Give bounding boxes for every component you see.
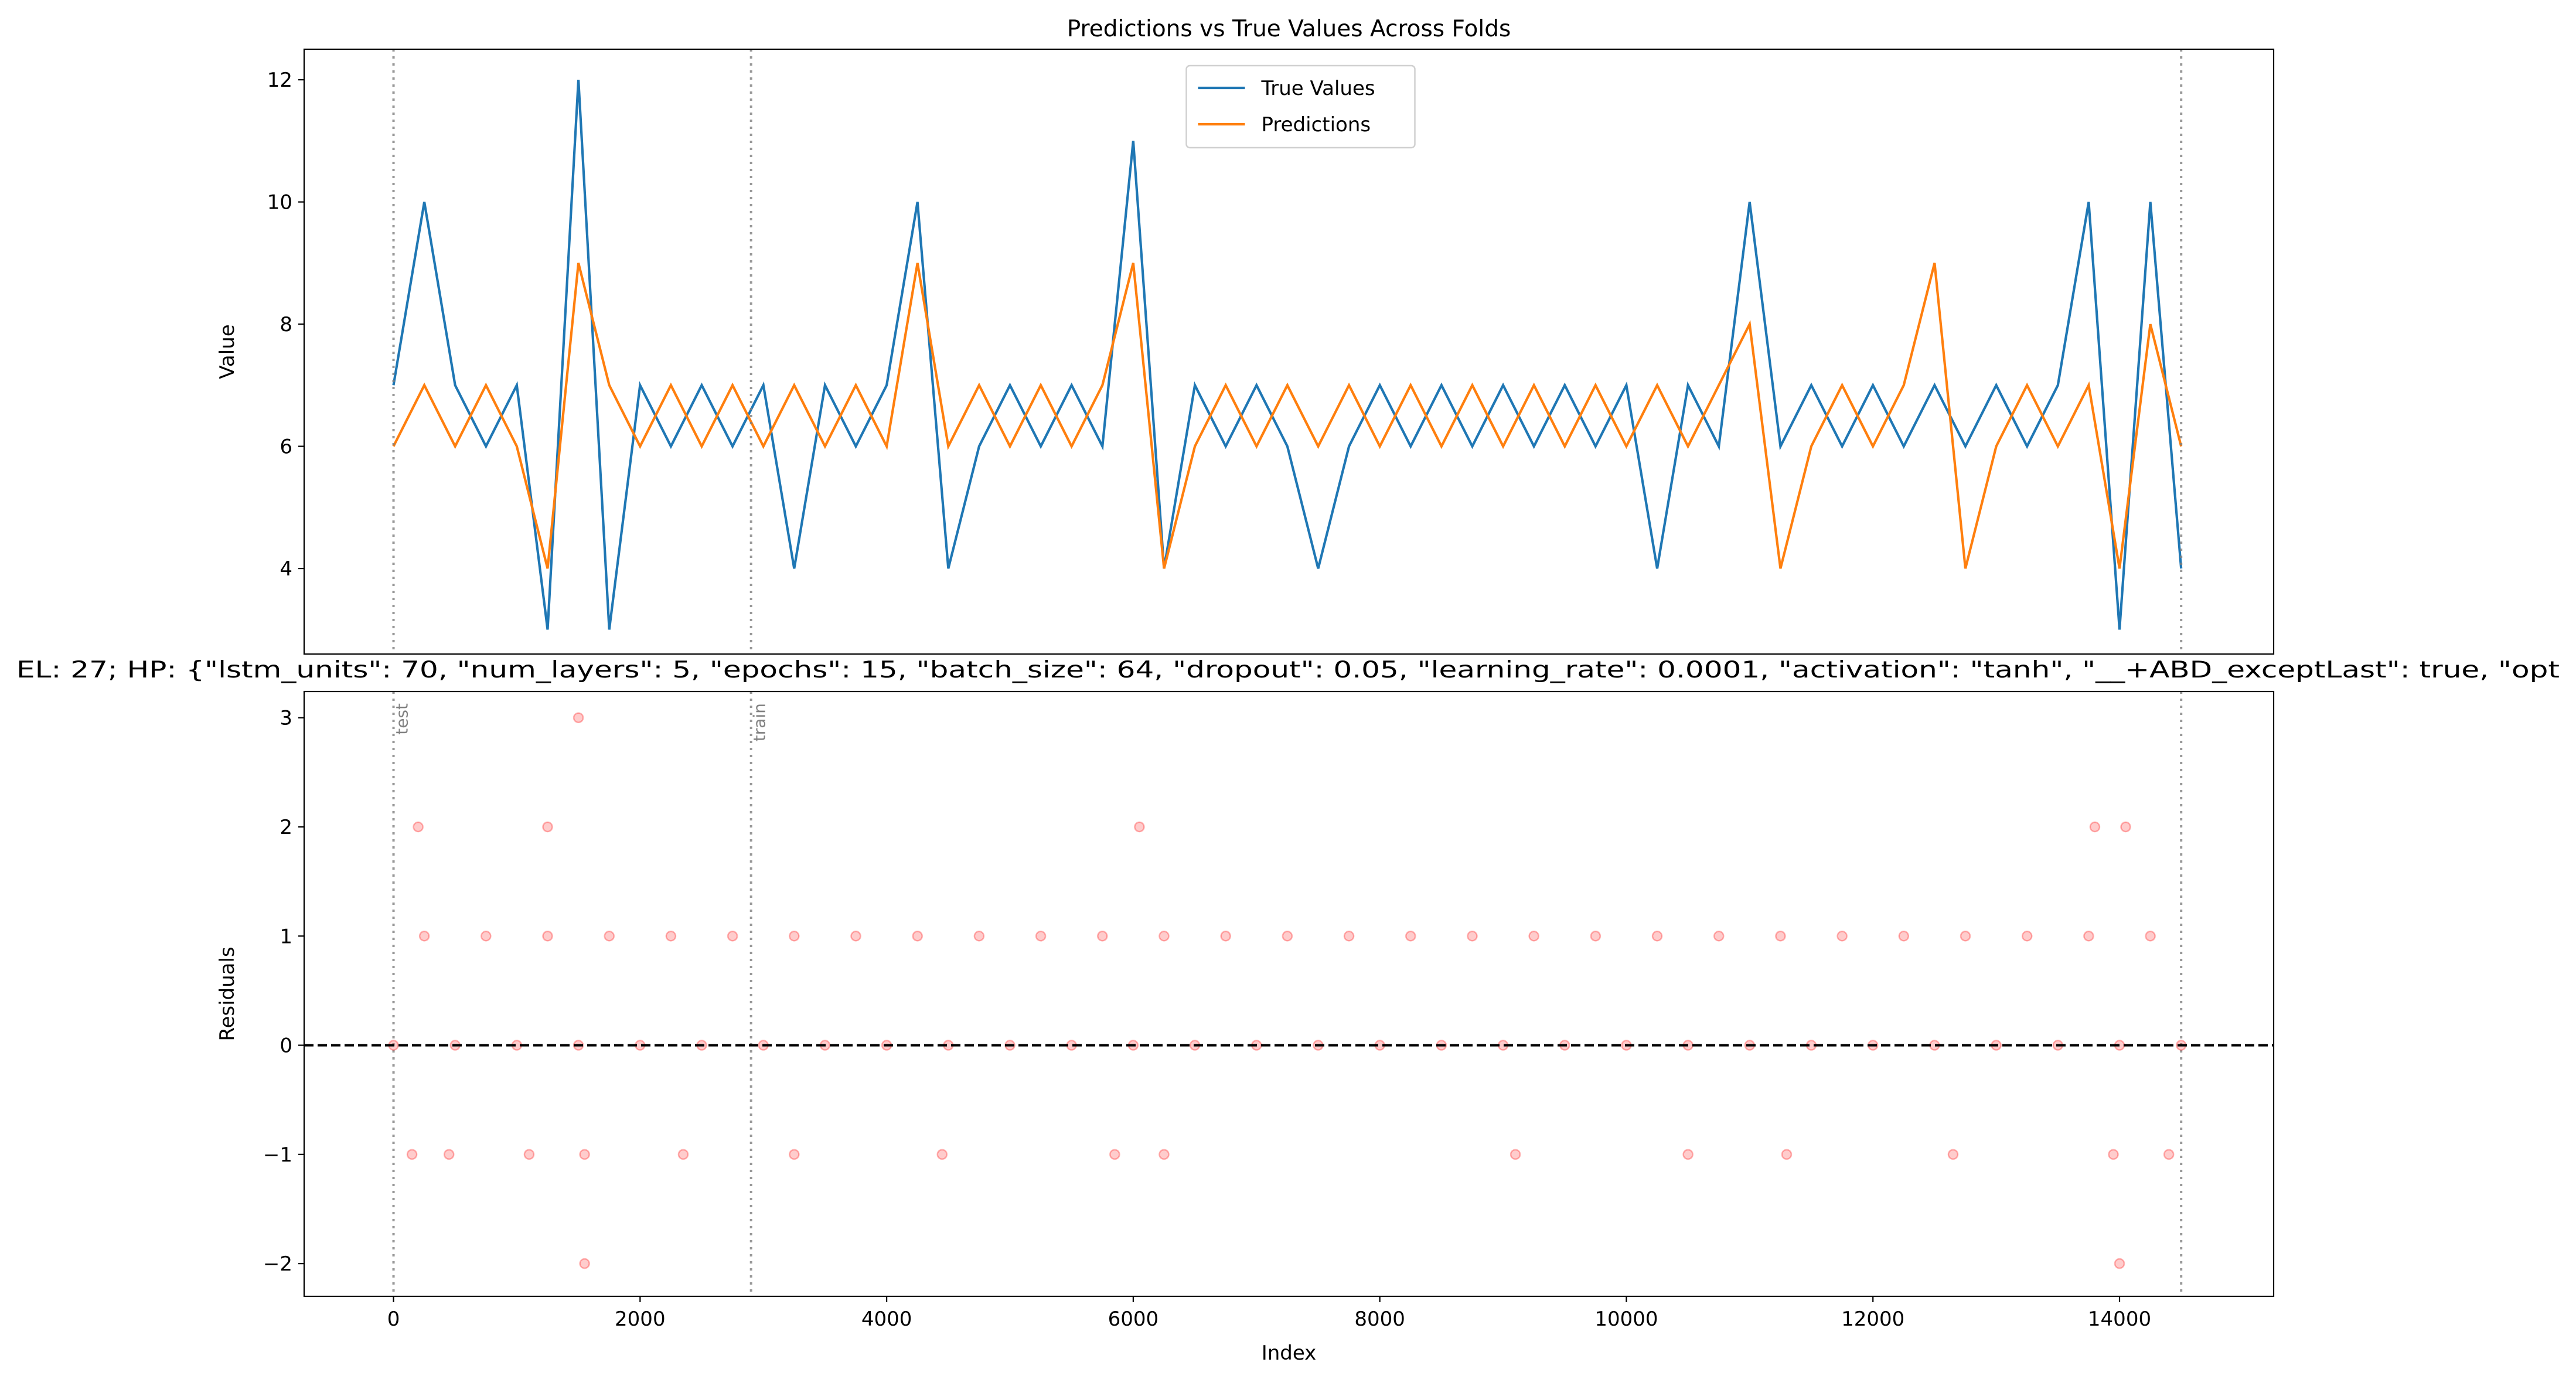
x-axis-label: Index — [1262, 1341, 1317, 1365]
legend-label: Predictions — [1262, 113, 1371, 137]
residual-point — [789, 931, 800, 942]
residual-point — [677, 1149, 689, 1160]
residual-point — [1405, 931, 1416, 942]
y-tick-label: 6 — [280, 435, 292, 459]
chart-title: EL: 27; HP: {"lstm_units": 70, "num_laye… — [16, 657, 2560, 683]
residual-point — [1282, 931, 1293, 942]
x-tick-label: 8000 — [1354, 1307, 1405, 1331]
x-tick-label: 12000 — [1841, 1307, 1904, 1331]
residual-point — [973, 931, 985, 942]
residual-point — [604, 931, 615, 942]
residual-point — [579, 1149, 590, 1160]
residual-point — [936, 1149, 948, 1160]
residual-point — [1158, 1149, 1170, 1160]
y-tick-label: 1 — [280, 925, 292, 948]
chart-title: Predictions vs True Values Across Folds — [1067, 16, 1511, 42]
y-tick-label: 3 — [280, 707, 292, 730]
residual-point — [1898, 931, 1910, 942]
x-tick-label: 6000 — [1108, 1307, 1159, 1331]
residual-point — [1775, 931, 1786, 942]
fold-label: test — [393, 703, 412, 735]
residual-point — [1343, 931, 1355, 942]
residual-point — [523, 1149, 535, 1160]
residual-point — [1713, 931, 1725, 942]
residual-point — [2108, 1149, 2119, 1160]
legend-label: True Values — [1261, 77, 1375, 100]
residual-point — [542, 821, 553, 833]
residual-point — [2089, 821, 2101, 833]
x-tick-label: 2000 — [615, 1307, 666, 1331]
axes-frame — [303, 690, 2275, 1298]
x-tick-label: 10000 — [1594, 1307, 1658, 1331]
residual-point — [579, 1258, 590, 1269]
residual-point — [1158, 931, 1170, 942]
residual-point — [1836, 931, 1848, 942]
residual-point — [2120, 821, 2131, 833]
x-tick-label: 14000 — [2088, 1307, 2151, 1331]
residual-point — [789, 1149, 800, 1160]
residual-point — [727, 931, 738, 942]
residual-point — [2163, 1149, 2175, 1160]
residual-point — [2114, 1258, 2125, 1269]
y-tick-label: 4 — [280, 557, 292, 581]
residual-point — [2145, 931, 2156, 942]
residual-point — [1220, 931, 1231, 942]
residual-point — [1134, 821, 1145, 833]
y-axis-label: Residuals — [216, 946, 239, 1041]
residual-point — [912, 931, 923, 942]
residual-point — [1035, 931, 1047, 942]
residual-point — [443, 1149, 455, 1160]
residual-point — [573, 712, 584, 723]
residual-point — [406, 1149, 418, 1160]
y-tick-label: −2 — [263, 1252, 292, 1276]
residual-point — [1590, 931, 1602, 942]
residual-point — [1528, 931, 1539, 942]
legend-box — [1185, 64, 1416, 149]
residual-point — [1510, 1149, 1521, 1160]
y-tick-label: 2 — [280, 816, 292, 839]
y-tick-label: 10 — [267, 191, 292, 214]
data-line — [392, 79, 2183, 630]
residual-point — [1097, 931, 1108, 942]
residual-point — [2083, 931, 2094, 942]
residual-point — [1467, 931, 1478, 942]
y-axis-label: Value — [216, 324, 239, 379]
residual-point — [2021, 931, 2033, 942]
residual-point — [1682, 1149, 1694, 1160]
legend: True Values Predictions — [1185, 64, 1416, 149]
y-tick-label: 0 — [280, 1034, 292, 1058]
residual-point — [413, 821, 424, 833]
residual-point — [1947, 1149, 1959, 1160]
y-tick-label: −1 — [263, 1143, 292, 1167]
fold-label: train — [750, 703, 769, 741]
y-tick-label: 8 — [280, 313, 292, 336]
residual-point — [1651, 931, 1663, 942]
residual-point — [542, 931, 553, 942]
residual-point — [1781, 1149, 1793, 1160]
residual-point — [481, 931, 492, 942]
x-tick-label: 4000 — [861, 1307, 912, 1331]
residual-point — [418, 931, 430, 942]
residual-point — [1109, 1149, 1120, 1160]
residual-point — [665, 931, 677, 942]
y-tick-label: 12 — [267, 69, 292, 92]
data-line — [392, 263, 2183, 569]
residual-point — [1960, 931, 1971, 942]
axes-frame — [303, 48, 2275, 655]
x-tick-label: 0 — [387, 1307, 400, 1331]
residual-point — [850, 931, 861, 942]
